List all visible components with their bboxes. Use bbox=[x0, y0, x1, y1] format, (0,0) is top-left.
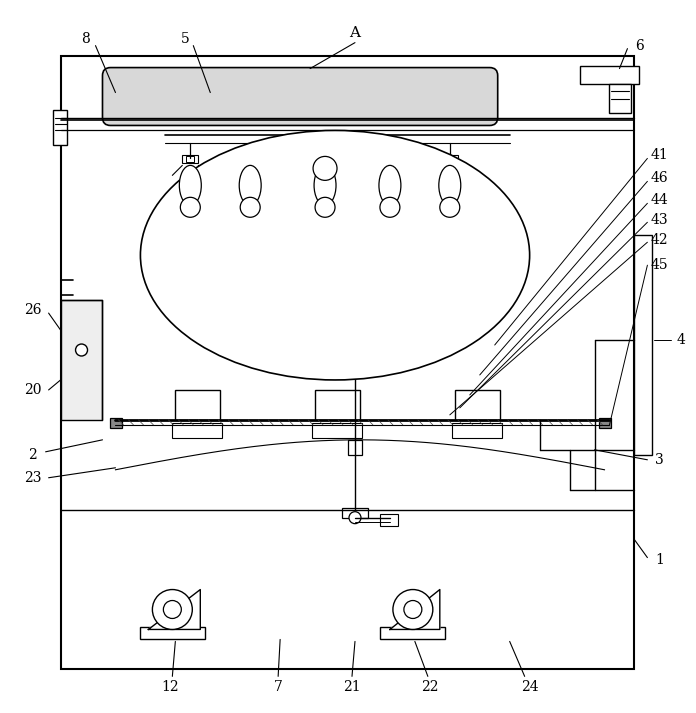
Bar bbox=[187, 156, 194, 163]
Bar bbox=[53, 111, 67, 145]
Bar bbox=[321, 156, 329, 163]
Circle shape bbox=[393, 590, 433, 630]
Bar bbox=[61, 56, 635, 670]
Circle shape bbox=[313, 156, 337, 180]
Circle shape bbox=[315, 198, 335, 217]
Bar bbox=[312, 423, 362, 438]
Ellipse shape bbox=[438, 165, 461, 205]
Text: 12: 12 bbox=[161, 680, 179, 694]
Bar bbox=[242, 155, 258, 163]
Text: 8: 8 bbox=[81, 31, 90, 46]
Text: 46: 46 bbox=[651, 171, 668, 185]
Text: 44: 44 bbox=[651, 193, 668, 207]
Bar bbox=[452, 423, 502, 438]
Bar bbox=[141, 627, 205, 640]
Ellipse shape bbox=[239, 165, 261, 205]
Polygon shape bbox=[390, 590, 440, 630]
Bar bbox=[348, 440, 362, 455]
Circle shape bbox=[76, 344, 88, 356]
Text: 23: 23 bbox=[24, 471, 41, 485]
Circle shape bbox=[180, 198, 200, 217]
Bar bbox=[111, 418, 122, 428]
Circle shape bbox=[240, 198, 260, 217]
Circle shape bbox=[440, 198, 460, 217]
Bar bbox=[182, 155, 198, 163]
Ellipse shape bbox=[141, 130, 530, 380]
Bar bbox=[442, 155, 458, 163]
Bar bbox=[635, 235, 652, 455]
Text: 41: 41 bbox=[651, 148, 668, 163]
FancyBboxPatch shape bbox=[102, 68, 498, 125]
Text: 45: 45 bbox=[651, 258, 668, 272]
Bar bbox=[175, 390, 220, 420]
Text: 3: 3 bbox=[655, 453, 664, 467]
Bar bbox=[382, 155, 398, 163]
Bar bbox=[454, 390, 500, 420]
Polygon shape bbox=[148, 590, 200, 630]
Text: 1: 1 bbox=[655, 553, 664, 567]
Bar bbox=[302, 148, 348, 188]
Circle shape bbox=[349, 512, 361, 523]
Bar bbox=[246, 156, 254, 163]
Bar bbox=[317, 155, 333, 163]
Ellipse shape bbox=[180, 165, 201, 205]
Ellipse shape bbox=[314, 165, 336, 205]
Bar bbox=[610, 83, 631, 113]
Text: 5: 5 bbox=[181, 31, 190, 46]
Circle shape bbox=[380, 198, 400, 217]
Circle shape bbox=[152, 590, 192, 630]
Bar bbox=[446, 156, 454, 163]
Bar bbox=[599, 418, 612, 428]
Text: 7: 7 bbox=[274, 680, 283, 694]
Text: 26: 26 bbox=[24, 303, 41, 317]
Text: 24: 24 bbox=[521, 680, 539, 694]
Bar bbox=[380, 627, 445, 640]
Bar bbox=[342, 508, 368, 518]
Bar bbox=[580, 66, 640, 83]
Text: 6: 6 bbox=[635, 39, 644, 53]
Bar bbox=[61, 300, 102, 420]
Text: 43: 43 bbox=[651, 213, 668, 227]
Text: 4: 4 bbox=[677, 333, 686, 347]
Bar bbox=[380, 513, 398, 525]
Circle shape bbox=[164, 600, 182, 618]
Text: 20: 20 bbox=[24, 383, 41, 397]
Bar bbox=[386, 156, 394, 163]
Text: 42: 42 bbox=[651, 233, 668, 247]
Ellipse shape bbox=[379, 165, 401, 205]
Text: A: A bbox=[349, 26, 361, 40]
Circle shape bbox=[404, 600, 422, 618]
Text: 22: 22 bbox=[421, 680, 438, 694]
Bar bbox=[173, 423, 222, 438]
Text: 21: 21 bbox=[343, 680, 361, 694]
Text: 2: 2 bbox=[29, 448, 37, 462]
Bar bbox=[315, 390, 360, 420]
